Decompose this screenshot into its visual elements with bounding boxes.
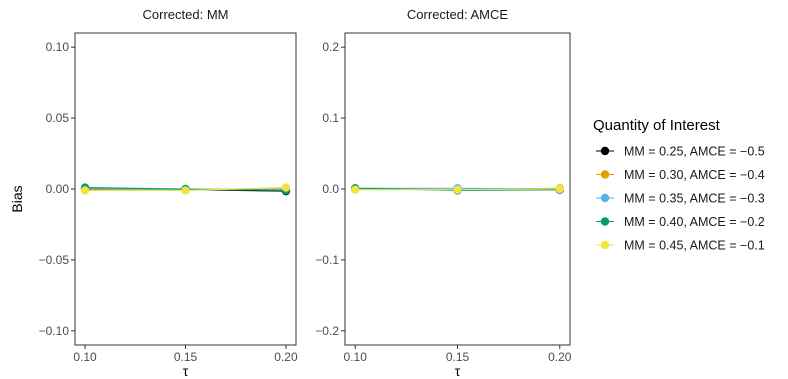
- data-point: [80, 186, 90, 195]
- legend-key-point: [600, 217, 610, 226]
- legend-key-point: [600, 170, 610, 179]
- panel-title: Corrected: AMCE: [407, 7, 508, 22]
- legend-label: MM = 0.40, AMCE = −0.2: [624, 215, 765, 229]
- data-point: [181, 186, 190, 195]
- data-point: [453, 185, 462, 194]
- legend-key-point: [600, 193, 610, 203]
- x-axis-title: τ: [455, 363, 461, 379]
- legend-label: MM = 0.45, AMCE = −0.1: [624, 239, 765, 253]
- legend: MM = 0.25, AMCE = −0.5 MM = 0.30, AMCE = …: [596, 145, 765, 253]
- x-tick-label: 0.20: [274, 350, 298, 364]
- legend-label: MM = 0.35, AMCE = −0.3: [624, 192, 765, 206]
- y-tick-label: 0.10: [46, 40, 70, 54]
- legend-label: MM = 0.25, AMCE = −0.5: [624, 145, 765, 159]
- panel-2: Corrected: AMCE 0.2 0.1 0.0 −0.1 −0.2 0.10 0.15…: [315, 7, 571, 379]
- data-point: [351, 185, 360, 194]
- y-tick-label: 0.0: [322, 182, 339, 196]
- y-tick-label: 0.2: [322, 40, 339, 54]
- y-axis-title: Bias: [9, 185, 25, 212]
- data-point: [555, 184, 564, 194]
- x-tick-label: 0.10: [73, 350, 97, 364]
- y-tick-label: −0.05: [39, 253, 70, 267]
- y-tick-label: −0.10: [39, 324, 70, 338]
- y-tick-label: −0.2: [315, 324, 339, 338]
- y-tick-label: 0.05: [46, 111, 70, 125]
- legend-title: Quantity of Interest: [593, 117, 721, 134]
- y-tick-label: 0.1: [322, 111, 339, 125]
- y-tick-label: −0.1: [315, 253, 339, 267]
- data-point: [281, 183, 291, 192]
- y-tick-label: 0.00: [46, 182, 70, 196]
- x-tick-label: 0.10: [344, 350, 368, 364]
- legend-label: MM = 0.30, AMCE = −0.4: [624, 168, 765, 182]
- x-tick-label: 0.15: [446, 350, 470, 364]
- legend-key-point: [600, 240, 610, 250]
- legend-key-point: [600, 146, 610, 156]
- x-tick-label: 0.20: [548, 350, 572, 364]
- panel-title: Corrected: MM: [143, 7, 229, 22]
- panel-border: [344, 32, 571, 346]
- panel-border: [74, 32, 297, 346]
- x-axis-title: τ: [183, 363, 189, 379]
- panel-1: Corrected: MM0.100.050.00−0.05−0.100.10 0…: [39, 7, 298, 379]
- x-tick-label: 0.15: [174, 350, 198, 364]
